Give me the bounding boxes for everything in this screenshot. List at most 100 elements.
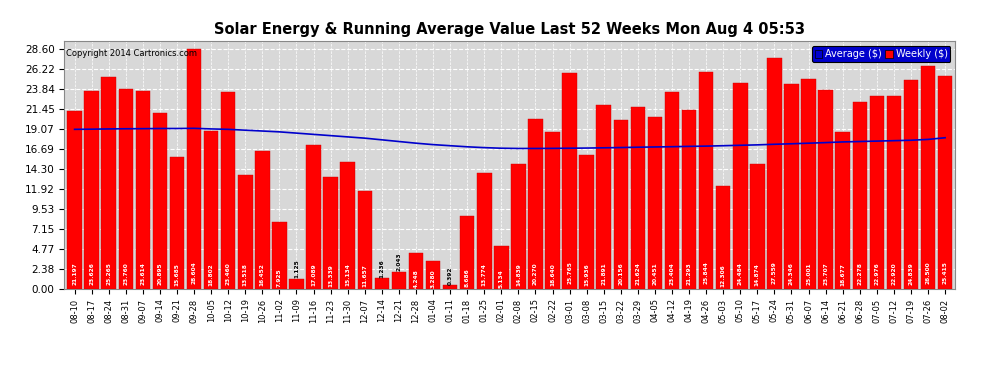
Bar <box>562 73 577 289</box>
Bar <box>238 176 252 289</box>
Bar <box>119 89 133 289</box>
Text: 14.874: 14.874 <box>754 263 760 286</box>
Bar <box>784 84 799 289</box>
Bar <box>409 253 424 289</box>
Bar <box>255 151 269 289</box>
Bar <box>750 164 764 289</box>
Bar <box>324 177 338 289</box>
Bar <box>716 186 731 289</box>
Text: 18.677: 18.677 <box>841 263 845 286</box>
Bar <box>204 131 219 289</box>
Text: 1.125: 1.125 <box>294 260 299 279</box>
Text: 20.451: 20.451 <box>652 262 657 285</box>
Bar <box>84 90 99 289</box>
Text: 13.774: 13.774 <box>482 264 487 286</box>
Bar <box>682 110 696 289</box>
Legend: Average ($), Weekly ($): Average ($), Weekly ($) <box>812 46 950 62</box>
Text: 7.925: 7.925 <box>277 269 282 287</box>
Bar <box>426 261 441 289</box>
Bar <box>67 111 82 289</box>
Text: 18.640: 18.640 <box>550 263 555 286</box>
Bar <box>647 117 662 289</box>
Text: 20.156: 20.156 <box>619 262 624 285</box>
Text: 13.518: 13.518 <box>243 264 248 286</box>
Text: 3.280: 3.280 <box>431 270 436 288</box>
Bar <box>921 66 936 289</box>
Bar <box>341 162 355 289</box>
Bar <box>904 80 919 289</box>
Bar <box>392 272 406 289</box>
Text: 25.001: 25.001 <box>806 262 811 285</box>
Bar <box>289 279 304 289</box>
Text: 23.760: 23.760 <box>124 262 129 285</box>
Bar <box>494 246 509 289</box>
Bar <box>664 92 679 289</box>
Text: 23.626: 23.626 <box>89 262 94 285</box>
Bar <box>699 72 714 289</box>
Bar <box>443 285 457 289</box>
Bar <box>579 155 594 289</box>
Text: 18.802: 18.802 <box>209 263 214 286</box>
Text: 27.559: 27.559 <box>772 261 777 284</box>
Text: 22.976: 22.976 <box>874 262 879 285</box>
Text: 20.270: 20.270 <box>533 263 538 285</box>
Bar <box>767 57 782 289</box>
Bar <box>460 216 474 289</box>
Text: 2.043: 2.043 <box>396 252 401 271</box>
Bar <box>101 77 116 289</box>
Text: 26.500: 26.500 <box>926 262 931 284</box>
Bar <box>852 102 867 289</box>
Text: Copyright 2014 Cartronics.com: Copyright 2014 Cartronics.com <box>66 49 197 58</box>
Text: 0.392: 0.392 <box>447 266 452 285</box>
Bar <box>596 105 611 289</box>
Text: 23.614: 23.614 <box>141 262 146 285</box>
Bar <box>938 75 952 289</box>
Text: 13.339: 13.339 <box>328 264 333 286</box>
Text: 25.415: 25.415 <box>942 262 947 285</box>
Text: 23.707: 23.707 <box>823 262 828 285</box>
Text: 24.839: 24.839 <box>909 262 914 285</box>
Text: 21.293: 21.293 <box>687 262 692 285</box>
Text: 5.134: 5.134 <box>499 269 504 288</box>
Bar <box>221 92 236 289</box>
Text: 1.236: 1.236 <box>379 259 384 278</box>
Text: 8.686: 8.686 <box>464 268 469 287</box>
Text: 4.248: 4.248 <box>414 269 419 288</box>
Text: 15.134: 15.134 <box>346 263 350 286</box>
Bar <box>169 157 184 289</box>
Text: 23.460: 23.460 <box>226 262 231 285</box>
Bar <box>614 120 628 289</box>
Text: 22.278: 22.278 <box>857 262 862 285</box>
Bar <box>511 164 526 289</box>
Text: 11.657: 11.657 <box>362 264 367 287</box>
Text: 21.624: 21.624 <box>636 262 641 285</box>
Text: 22.920: 22.920 <box>891 262 896 285</box>
Text: 15.685: 15.685 <box>174 263 179 286</box>
Text: 12.306: 12.306 <box>721 264 726 286</box>
Bar <box>733 83 747 289</box>
Bar <box>477 173 491 289</box>
Bar <box>819 90 833 289</box>
Bar <box>801 79 816 289</box>
Text: 25.765: 25.765 <box>567 261 572 284</box>
Bar <box>545 132 559 289</box>
Text: 17.089: 17.089 <box>311 263 316 286</box>
Text: 15.936: 15.936 <box>584 263 589 286</box>
Text: 25.844: 25.844 <box>704 261 709 284</box>
Text: 21.197: 21.197 <box>72 262 77 285</box>
Bar <box>374 278 389 289</box>
Text: 21.891: 21.891 <box>601 262 606 285</box>
Text: 25.265: 25.265 <box>106 262 111 285</box>
Bar <box>152 114 167 289</box>
Text: 16.452: 16.452 <box>259 263 265 286</box>
Bar <box>136 91 150 289</box>
Text: 24.484: 24.484 <box>738 262 742 285</box>
Bar <box>272 222 287 289</box>
Bar <box>306 146 321 289</box>
Bar <box>887 96 901 289</box>
Bar <box>631 107 645 289</box>
Bar <box>357 191 372 289</box>
Title: Solar Energy & Running Average Value Last 52 Weeks Mon Aug 4 05:53: Solar Energy & Running Average Value Las… <box>215 22 805 37</box>
Bar <box>187 49 201 289</box>
Text: 20.895: 20.895 <box>157 262 162 285</box>
